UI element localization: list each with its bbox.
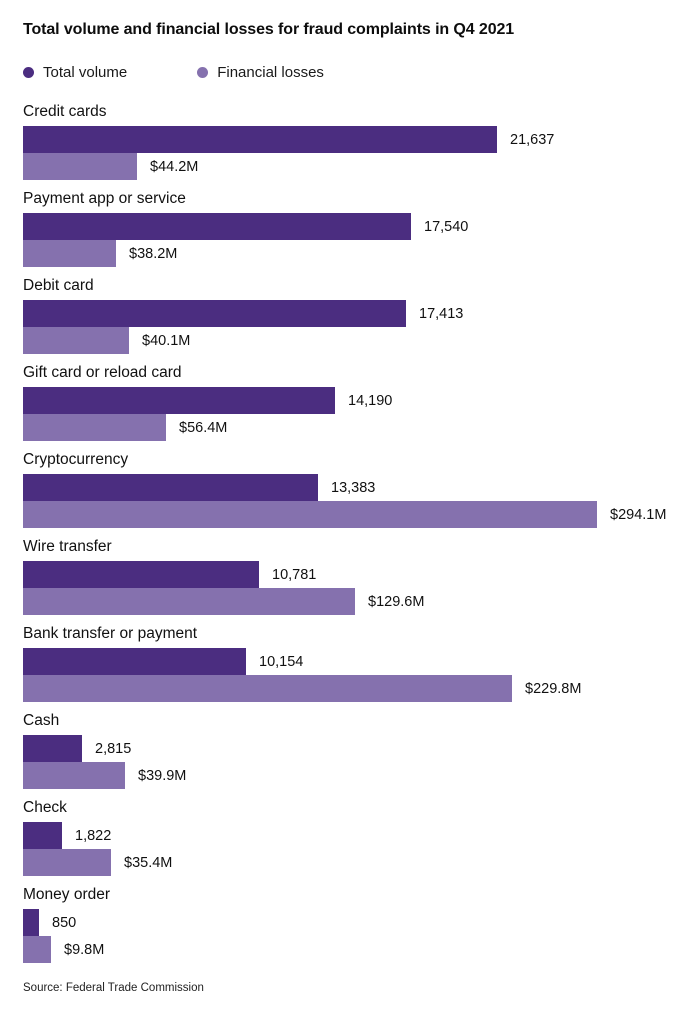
- category-label: Gift card or reload card: [23, 364, 182, 381]
- total-volume-bar-line: 2,815: [23, 735, 698, 762]
- total-volume-value: 13,383: [331, 479, 376, 496]
- category-row: Debit card 17,413 $40.1M: [23, 276, 698, 354]
- financial-losses-value: $40.1M: [142, 332, 191, 349]
- total-volume-bar-line: 17,540: [23, 213, 698, 240]
- source-note: Source: Federal Trade Commission: [23, 982, 204, 994]
- total-volume-value: 1,822: [75, 827, 112, 844]
- total-volume-bar: [23, 387, 335, 414]
- total-volume-bar: [23, 735, 82, 762]
- legend: Total volume Financial losses: [23, 64, 698, 81]
- category-row: Cryptocurrency 13,383 $294.1M: [23, 450, 698, 528]
- total-volume-bar: [23, 300, 406, 327]
- financial-losses-bar-line: $44.2M: [23, 153, 698, 180]
- financial-losses-value: $56.4M: [179, 419, 228, 436]
- financial-losses-value: $35.4M: [124, 854, 173, 871]
- financial-losses-value: $39.9M: [138, 767, 187, 784]
- financial-losses-bar-line: $40.1M: [23, 327, 698, 354]
- total-volume-bar: [23, 648, 246, 675]
- category-label: Check: [23, 799, 67, 816]
- category-label: Payment app or service: [23, 190, 186, 207]
- financial-losses-value: $294.1M: [610, 506, 667, 523]
- category-label: Bank transfer or payment: [23, 625, 198, 642]
- chart-rows: Credit cards 21,637 $44.2M Payment app or s…: [23, 102, 698, 963]
- financial-losses-bar-line: $294.1M: [23, 501, 698, 528]
- total-volume-swatch-icon: [23, 67, 34, 78]
- total-volume-value: 850: [52, 914, 77, 931]
- financial-losses-bar: [23, 414, 166, 441]
- category-label: Credit cards: [23, 103, 107, 120]
- financial-losses-bar: [23, 240, 116, 267]
- total-volume-bar: [23, 213, 411, 240]
- total-volume-bar-line: 850: [23, 909, 698, 936]
- financial-losses-swatch-icon: [197, 67, 209, 78]
- total-volume-bar: [23, 126, 497, 153]
- category-label: Debit card: [23, 277, 94, 294]
- category-row: Payment app or service 17,540 $38.2M: [23, 189, 698, 267]
- category-label: Cash: [23, 712, 60, 729]
- total-volume-bar-line: 10,154: [23, 648, 698, 675]
- financial-losses-bar: [23, 501, 597, 528]
- financial-losses-bar: [23, 588, 355, 615]
- total-volume-bar-line: 13,383: [23, 474, 698, 501]
- total-volume-bar-line: 17,413: [23, 300, 698, 327]
- financial-losses-bar-line: $9.8M: [23, 936, 698, 963]
- total-volume-bar-line: 21,637: [23, 126, 698, 153]
- total-volume-value: 17,540: [424, 218, 469, 235]
- category-row: Wire transfer 10,781 $129.6M: [23, 537, 698, 615]
- total-volume-value: 21,637: [510, 131, 555, 148]
- financial-losses-bar: [23, 153, 137, 180]
- financial-losses-value: $9.8M: [64, 941, 105, 958]
- financial-losses-bar: [23, 762, 125, 789]
- category-row: Money order 850 $9.8M: [23, 885, 698, 963]
- total-volume-value: 10,154: [259, 653, 304, 670]
- legend-item-total-volume: Total volume: [23, 64, 127, 81]
- financial-losses-value: $44.2M: [150, 158, 199, 175]
- financial-losses-bar-line: $129.6M: [23, 588, 698, 615]
- financial-losses-value: $129.6M: [368, 593, 425, 610]
- total-volume-bar-line: 14,190: [23, 387, 698, 414]
- category-label: Cryptocurrency: [23, 451, 129, 468]
- total-volume-bar: [23, 474, 318, 501]
- financial-losses-bar-line: $39.9M: [23, 762, 698, 789]
- total-volume-bar: [23, 909, 39, 936]
- financial-losses-bar: [23, 936, 51, 963]
- category-label: Money order: [23, 886, 111, 903]
- total-volume-bar-line: 10,781: [23, 561, 698, 588]
- total-volume-bar: [23, 561, 259, 588]
- total-volume-bar: [23, 822, 62, 849]
- category-label: Wire transfer: [23, 538, 112, 555]
- legend-label-financial-losses: Financial losses: [217, 64, 324, 81]
- legend-item-financial-losses: Financial losses: [197, 64, 324, 81]
- financial-losses-bar: [23, 327, 129, 354]
- financial-losses-bar-line: $229.8M: [23, 675, 698, 702]
- total-volume-value: 14,190: [348, 392, 393, 409]
- financial-losses-value: $38.2M: [129, 245, 178, 262]
- category-row: Gift card or reload card 14,190 $56.4M: [23, 363, 698, 441]
- category-row: Bank transfer or payment 10,154 $229.8M: [23, 624, 698, 702]
- financial-losses-bar: [23, 849, 111, 876]
- category-row: Credit cards 21,637 $44.2M: [23, 102, 698, 180]
- total-volume-value: 10,781: [272, 566, 317, 583]
- total-volume-bar-line: 1,822: [23, 822, 698, 849]
- legend-label-total-volume: Total volume: [43, 64, 128, 81]
- financial-losses-bar: [23, 675, 512, 702]
- category-row: Check 1,822 $35.4M: [23, 798, 698, 876]
- category-row: Cash 2,815 $39.9M: [23, 711, 698, 789]
- financial-losses-bar-line: $35.4M: [23, 849, 698, 876]
- financial-losses-bar-line: $38.2M: [23, 240, 698, 267]
- financial-losses-bar-line: $56.4M: [23, 414, 698, 441]
- total-volume-value: 17,413: [419, 305, 464, 322]
- financial-losses-value: $229.8M: [525, 680, 582, 697]
- total-volume-value: 2,815: [95, 740, 132, 757]
- chart-title: Total volume and financial losses for fr…: [23, 21, 515, 38]
